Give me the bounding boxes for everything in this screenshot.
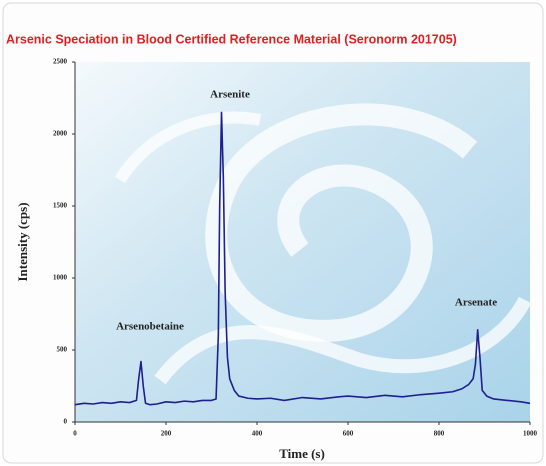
y-tick-label: 2000 xyxy=(53,130,68,138)
y-tick-label: 1500 xyxy=(53,202,68,210)
y-tick-label: 0 xyxy=(64,418,68,426)
x-tick-label: 0 xyxy=(73,430,77,438)
y-tick-label: 500 xyxy=(57,346,68,354)
x-axis-title: Time (s) xyxy=(279,446,325,461)
annotation: Arsenobetaine xyxy=(116,321,184,333)
x-tick-label: 600 xyxy=(343,430,354,438)
x-tick-label: 1000 xyxy=(523,430,538,438)
x-tick-label: 400 xyxy=(252,430,263,438)
y-tick-label: 2500 xyxy=(53,58,68,66)
chart-title: Arsenic Speciation in Blood Certified Re… xyxy=(6,32,457,46)
y-tick-label: 1000 xyxy=(53,274,68,282)
data-line xyxy=(74,111,531,406)
x-tick-label: 200 xyxy=(161,430,172,438)
annotation: Arsenite xyxy=(210,89,250,101)
y-axis-title: Intensity (cps) xyxy=(15,202,30,281)
annotation: Arsenate xyxy=(455,297,497,309)
x-tick-label: 800 xyxy=(434,430,445,438)
